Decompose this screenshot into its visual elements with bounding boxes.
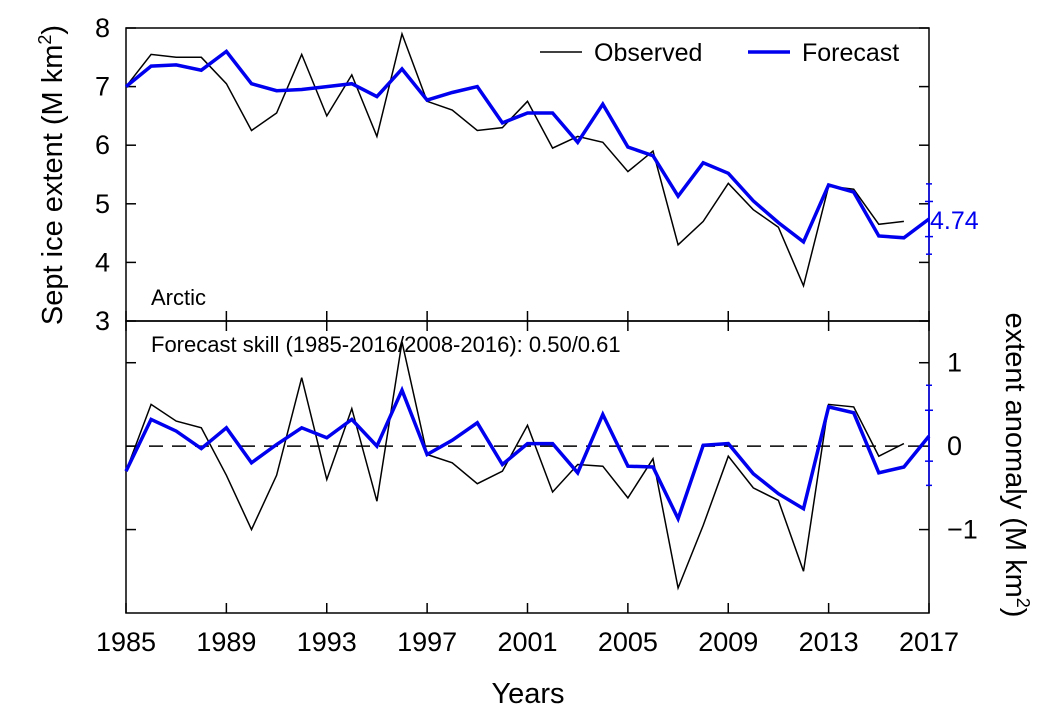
bottom-forecast-line <box>124 385 931 524</box>
top-panel-series <box>124 31 933 289</box>
x-tick-label: 1997 <box>397 627 457 657</box>
x-tick-label: 1985 <box>96 627 156 657</box>
top-observed-line <box>125 31 904 289</box>
bottom-panel-frame <box>125 320 930 614</box>
x-axis-title: Years <box>491 678 564 710</box>
bottom-y-axis-title-tail: ) <box>999 608 1031 618</box>
top-y-axis-title-sup: 2 <box>35 35 55 45</box>
bottom-panel-ticks <box>125 321 930 613</box>
panel-label-arctic: Arctic <box>151 285 206 310</box>
bottom-y-tick-label: 1 <box>947 348 962 378</box>
forecast-skill-text: Forecast skill (1985-2016/2008-2016): 0.… <box>151 332 621 357</box>
top-y-tick-label: 6 <box>95 130 110 160</box>
top-y-tick-label: 7 <box>95 72 110 102</box>
bottom-panel-series <box>124 341 933 591</box>
x-tick-label: 1989 <box>196 627 256 657</box>
top-y-tick-label: 4 <box>95 247 110 277</box>
bottom-y-tick-label: −1 <box>947 515 978 545</box>
top-y-axis-title-tail: ) <box>37 25 69 35</box>
bottom-y-tick-labels: 1 0 −1 <box>947 348 978 545</box>
top-panel-frame <box>125 27 930 322</box>
top-y-axis-title-main: Sept ice extent (M km <box>37 45 69 325</box>
x-tick-labels: 1985 1989 1993 1997 2001 2005 2009 2013 2017 <box>96 627 959 657</box>
x-tick-label: 2005 <box>598 627 658 657</box>
top-forecast-line <box>124 48 931 245</box>
top-y-tick-label: 8 <box>95 13 110 43</box>
top-y-tick-labels: 3 4 5 6 7 8 <box>95 13 110 336</box>
bottom-y-axis-title-sup: 2 <box>1013 598 1033 608</box>
bottom-observed-line <box>125 341 905 591</box>
bottom-y-axis-title-main: extent anomaly (M km <box>999 313 1031 598</box>
legend-forecast-label: Forecast <box>802 39 899 67</box>
forecast-value-label: 4.74 <box>930 207 979 235</box>
legend-observed-label: Observed <box>594 39 702 67</box>
top-panel-ticks <box>125 27 930 322</box>
legend: Observed Forecast <box>540 39 899 67</box>
x-tick-label: 1993 <box>297 627 357 657</box>
top-y-tick-label: 3 <box>95 306 110 336</box>
x-tick-label: 2017 <box>899 627 959 657</box>
x-tick-label: 2013 <box>799 627 859 657</box>
top-y-axis-title: Sept ice extent (M km2) <box>35 25 69 325</box>
x-tick-label: 2001 <box>497 627 557 657</box>
x-tick-label: 2009 <box>698 627 758 657</box>
top-y-tick-label: 5 <box>95 189 110 219</box>
bottom-y-tick-label: 0 <box>947 431 962 461</box>
bottom-y-axis-title: extent anomaly (M km2) <box>999 313 1033 618</box>
